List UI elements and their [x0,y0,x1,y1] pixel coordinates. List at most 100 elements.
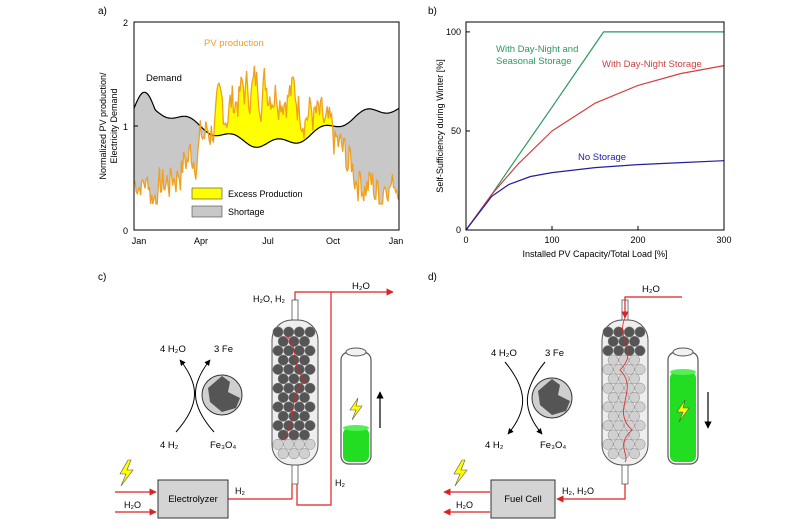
iron-particle [272,326,284,338]
iron-particle [293,345,305,357]
iron-particle [288,373,300,385]
iron-particle [299,429,310,441]
c-red-flow-path [281,334,306,441]
iron-particle [304,326,316,338]
panel-a-xtick-jan: Jan [132,236,147,246]
c-iron-core-icon [208,376,240,412]
pv-production-label: PV production [204,38,264,49]
series-line-0 [465,31,724,231]
demand-label: Demand [146,73,182,84]
c-lightning-icon [119,459,134,487]
iron-particle [277,354,289,366]
c-left-top: 4 H₂O [160,344,186,355]
panel-b-ytick-100: 100 [446,27,461,37]
iron-particle [623,345,635,357]
iron-particle [304,363,316,375]
iron-particle [288,429,300,441]
iron-particle [293,382,305,394]
iron-particle [613,438,625,450]
legend-excess-label: Excess Production [228,189,303,199]
iron-particle [634,401,646,413]
iron-particle [304,345,316,357]
iron-particle [623,382,635,394]
d-water-in-line [621,296,682,319]
c-recycle-line [296,292,332,506]
c-exhaust-line [294,288,394,300]
iron-particle [607,392,619,403]
electrolyzer-box [157,479,229,519]
panel-b-label: b) [428,6,437,17]
iron-particle [277,392,289,403]
c-reactor [271,299,319,485]
c-reactor-particles [272,326,316,460]
iron-particle [629,335,640,347]
iron-particle [304,382,316,394]
d-h2o-out-label: H₂O [456,500,473,510]
iron-particle [272,363,284,375]
iron-particle [623,438,635,450]
iron-particle [293,420,305,432]
iron-particle [288,354,300,366]
iron-particle [634,382,646,394]
iron-particle [272,345,284,357]
iron-particle [634,438,646,450]
panel-b-xlabel: Installed PV Capacity/Total Load [%] [522,249,667,259]
iron-particle [613,382,625,394]
iron-particle [602,345,614,357]
iron-particle [602,363,614,375]
iron-particle [602,401,614,413]
iron-particle [304,420,316,432]
panel-b-ylabel: Self-Sufficiency during Winter [%] [435,59,445,192]
iron-particle [629,373,640,385]
d-iron-core-icon [538,379,570,415]
iron-particle [283,382,295,394]
panel-d: d) 4 H₂O 3 Fe 4 H₂ Fe₃O₄ H₂O H₂, H₂O [428,272,712,519]
iron-particle [288,448,300,460]
fuel-cell-box [490,479,556,519]
iron-particle [293,401,305,413]
d-reactor [601,299,649,485]
panel-a-xtick-jul: Jul [262,236,274,246]
panel-b-ytick-50: 50 [451,126,461,136]
iron-particle [602,382,614,394]
iron-particle [623,363,635,375]
panel-a-ytick-2: 2 [123,18,128,28]
panel-a-xtick-apr: Apr [194,236,208,246]
panel-d-label: d) [428,272,437,283]
c-h2o-in-label: H₂O [124,500,141,510]
panel-a-plot-area [134,65,399,205]
d-h2o-in-label: H₂O [642,284,660,295]
iron-particle [288,410,300,422]
iron-particle [277,429,289,441]
iron-particle [602,420,614,432]
panel-b-xtick-0: 0 [463,235,468,245]
panel-a: a) 0 1 2 Jan Apr Jul Oct Jan Normalized … [98,6,403,246]
panel-b-xtick-200: 200 [630,235,645,245]
series-line-1 [465,65,725,231]
c-right-bottom: Fe₃O₄ [210,440,236,451]
c-h2-label-right: H₂ [335,478,345,488]
d-lightning-icon [453,459,468,487]
c-h2o-out-label: H₂O [352,281,370,292]
c-right-top: 3 Fe [214,344,233,355]
d-left-top: 4 H₂O [491,348,517,359]
panel-a-ylabel-2: Electricity Demand [109,88,119,163]
iron-particle [277,448,289,460]
series-line-2 [465,160,725,231]
iron-particle [629,392,640,403]
iron-particle [288,335,300,347]
iron-particle [629,448,640,460]
iron-particle [613,420,625,432]
iron-particle [299,448,310,460]
c-battery-icon [340,347,372,465]
iron-particle [299,410,310,422]
iron-particle [613,345,625,357]
panel-a-ytick-1: 1 [123,122,128,132]
iron-particle [272,420,284,432]
iron-particle [634,420,646,432]
panel-c: c) 4 H₂O 3 Fe 4 H₂ Fe₃O₄ H₂O, H₂ [98,272,394,519]
iron-particle [607,448,619,460]
panel-a-ytick-0: 0 [123,226,128,236]
iron-particle [623,326,635,338]
iron-particle [293,438,305,450]
